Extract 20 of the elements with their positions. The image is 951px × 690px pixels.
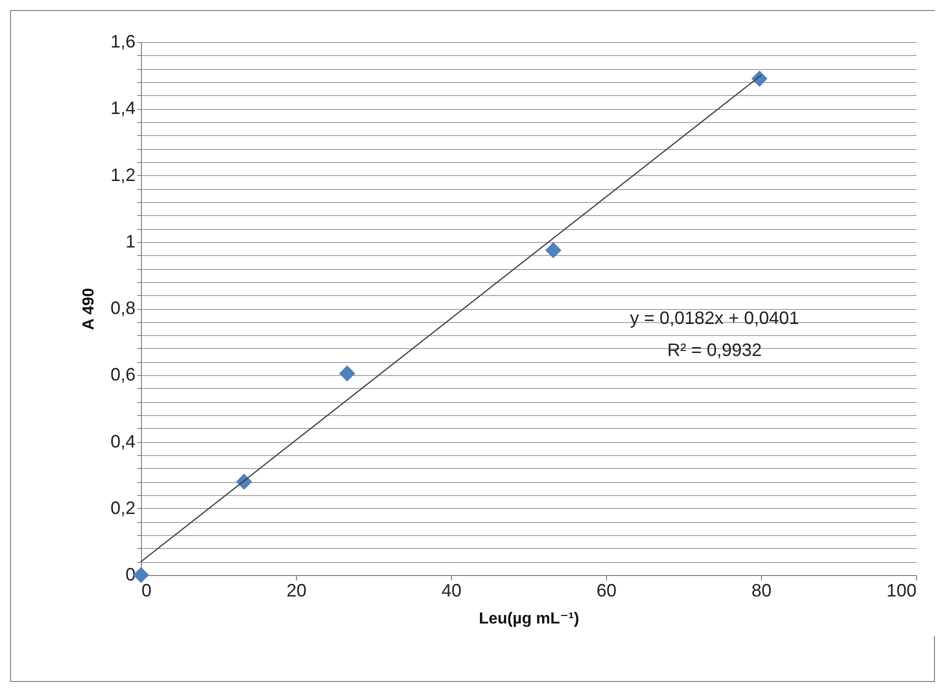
annotation: R² = 0,9932 [667, 340, 762, 360]
y-tick-label: 0,2 [110, 498, 136, 518]
y-tick-label: 0,8 [110, 298, 136, 318]
point [339, 365, 356, 382]
x-tick-label: 100 [886, 580, 916, 600]
x-tick-label: 40 [441, 580, 462, 600]
point [545, 242, 562, 258]
annotation: y = 0,0182x + 0,0401 [630, 308, 800, 328]
x-tick-label: 60 [596, 580, 617, 600]
y-tick-label: 1,6 [110, 32, 136, 52]
y-tick-label: 1,2 [110, 164, 136, 185]
x-tick-label: 0 [142, 580, 152, 600]
y-tick-label: 0,4 [110, 431, 136, 452]
y-tick-label: 0,6 [110, 364, 136, 385]
y-tick-label: 1,4 [110, 98, 136, 118]
x-axis-title: Leu(µg mL⁻¹) [478, 610, 580, 628]
y-tick-label: 1 [125, 231, 136, 252]
y-axis-title: A 490 [80, 288, 98, 330]
x-tick-label: 20 [286, 580, 307, 600]
x-tick-label: 80 [751, 580, 772, 600]
